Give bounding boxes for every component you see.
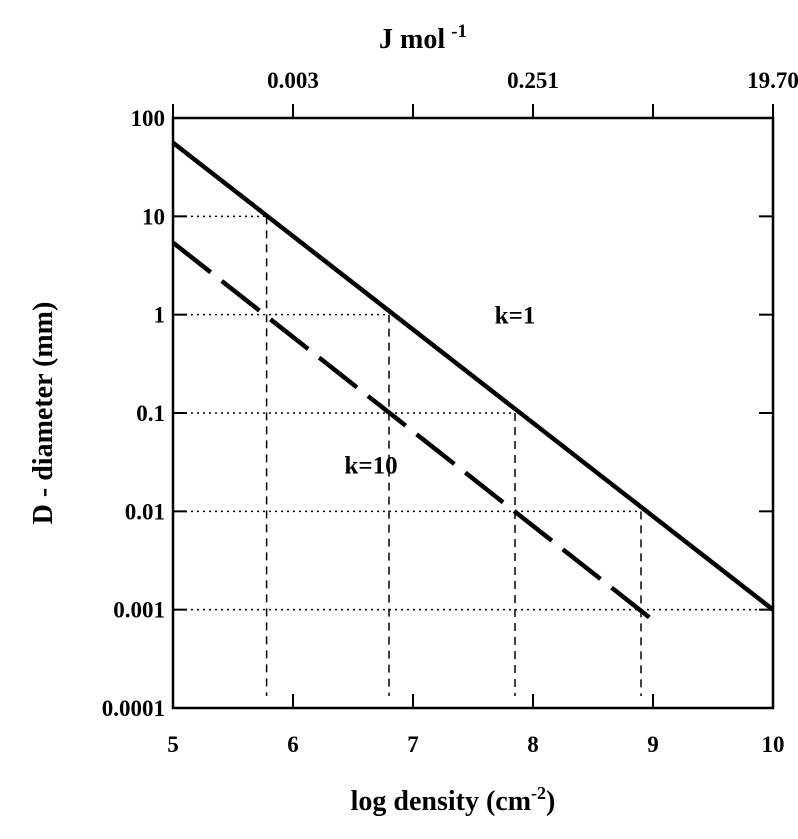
y-tick-label: 10	[142, 204, 165, 229]
series-line-k10	[171, 240, 655, 623]
y-tick-label: 0.0001	[102, 696, 165, 721]
x-tick-label: 8	[527, 732, 539, 757]
top-axis-title-main: J mol	[379, 24, 445, 55]
series-line-k1	[171, 140, 775, 612]
y-tick-label: 100	[131, 106, 166, 131]
x-tick-label: 10	[762, 732, 785, 757]
series-annotation: k=1	[495, 303, 536, 330]
x-tick-label: 5	[167, 732, 179, 757]
x-axis-title-main: log density (cm	[351, 786, 531, 817]
top-tick-label: 0.251	[507, 68, 559, 93]
y-tick-label: 0.001	[113, 598, 165, 623]
x-axis-title-sup: -2	[531, 783, 546, 803]
x-tick-label: 9	[647, 732, 659, 757]
annotations: k=1 k=10	[344, 303, 535, 480]
y-tick-label: 1	[154, 303, 166, 328]
y-tick-label: 0.01	[125, 499, 165, 524]
x-axis-title-end: )	[546, 786, 555, 817]
top-axis-title: J mol -1	[379, 21, 467, 55]
y-tick-label: 0.1	[136, 401, 165, 426]
axis-ticks	[172, 104, 774, 709]
series-lines	[171, 140, 775, 623]
x-tick-label: 6	[287, 732, 299, 757]
tick-labels: 0.0001 0.001 0.01 0.1 1 10 100 5 6 7 8 9 10 0.003 0.25…	[102, 68, 798, 757]
top-axis-title-sup: -1	[451, 21, 467, 42]
series-annotation: k=10	[344, 452, 397, 479]
top-tick-label: 0.003	[267, 68, 319, 93]
guide-lines	[173, 215, 773, 696]
y-axis-title: D - diameter (mm)	[28, 302, 59, 525]
top-tick-label: 19.70	[747, 68, 798, 93]
x-tick-label: 7	[407, 732, 419, 757]
x-axis-title: log density (cm-2)	[351, 783, 556, 817]
